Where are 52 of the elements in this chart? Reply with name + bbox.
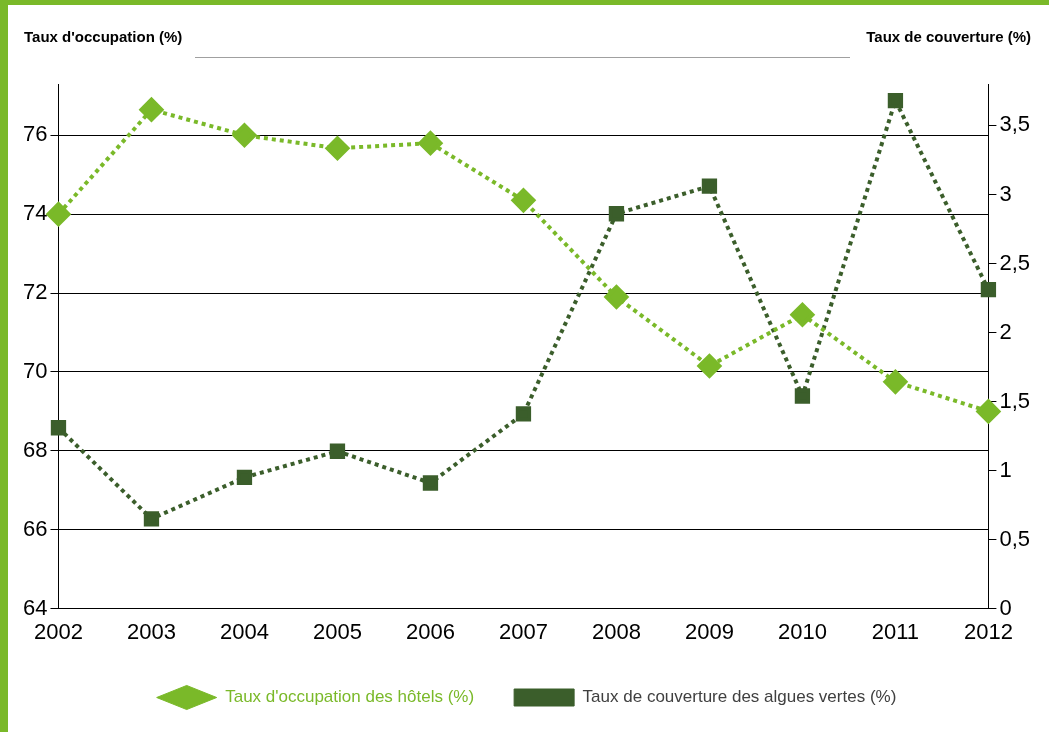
point [418, 131, 443, 156]
x-tick-label: 2004 [219, 618, 269, 644]
y2-tick-label: 1,5 [999, 387, 1031, 413]
y-tick-label: 70 [22, 358, 48, 383]
x-tick-label: 2010 [777, 618, 827, 644]
x-tick-label: 2005 [312, 618, 362, 644]
point [697, 354, 722, 379]
x-tick-label: 2011 [871, 618, 920, 644]
legend-label: Taux d'occupation des hôtels (%) [225, 687, 475, 707]
x-tick-label: 2009 [684, 618, 734, 644]
point [511, 188, 536, 213]
y2-tick-label: 0 [999, 594, 1012, 620]
y2-axis-title: Taux de couverture (%) [865, 27, 1031, 47]
x-tick-label: 2012 [963, 618, 1013, 644]
point [883, 369, 908, 394]
point [232, 123, 257, 148]
point [143, 511, 160, 527]
point [325, 136, 350, 161]
point [604, 285, 629, 309]
y-tick-label: 68 [22, 436, 48, 462]
point [608, 206, 625, 222]
y2-tick-label: 3,5 [999, 111, 1031, 137]
y-axis-title: Taux d'occupation (%) [24, 27, 184, 47]
point [794, 388, 811, 404]
point [887, 92, 904, 109]
y-tick-label: 72 [22, 279, 48, 305]
y-tick-label: 64 [22, 594, 48, 620]
point [515, 406, 532, 422]
y2-tick-label: 2 [999, 318, 1012, 344]
point [46, 202, 71, 227]
x-tick-label: 2002 [33, 618, 83, 644]
x-tick-label: 2006 [405, 618, 455, 644]
y2-tick-label: 1 [999, 456, 1012, 482]
y2-tick-label: 3 [999, 180, 1012, 206]
point [980, 282, 997, 298]
legend-label: Taux de couverture des algues vertes (%) [582, 687, 897, 707]
y2-tick-label: 2,5 [999, 249, 1031, 275]
x-tick-label: 2007 [498, 618, 548, 644]
x-tick-label: 2003 [126, 618, 176, 644]
x-tick-label: 2008 [591, 618, 641, 644]
y-tick-label: 66 [22, 515, 48, 541]
point [50, 420, 67, 436]
point [139, 97, 164, 122]
point [422, 475, 439, 491]
point [976, 399, 1001, 424]
y-tick-label: 76 [22, 121, 48, 147]
point [790, 302, 815, 327]
point [701, 178, 718, 194]
y2-tick-label: 0,5 [999, 525, 1031, 551]
y-tick-label: 74 [22, 200, 48, 226]
point [236, 469, 253, 486]
point [329, 443, 346, 459]
